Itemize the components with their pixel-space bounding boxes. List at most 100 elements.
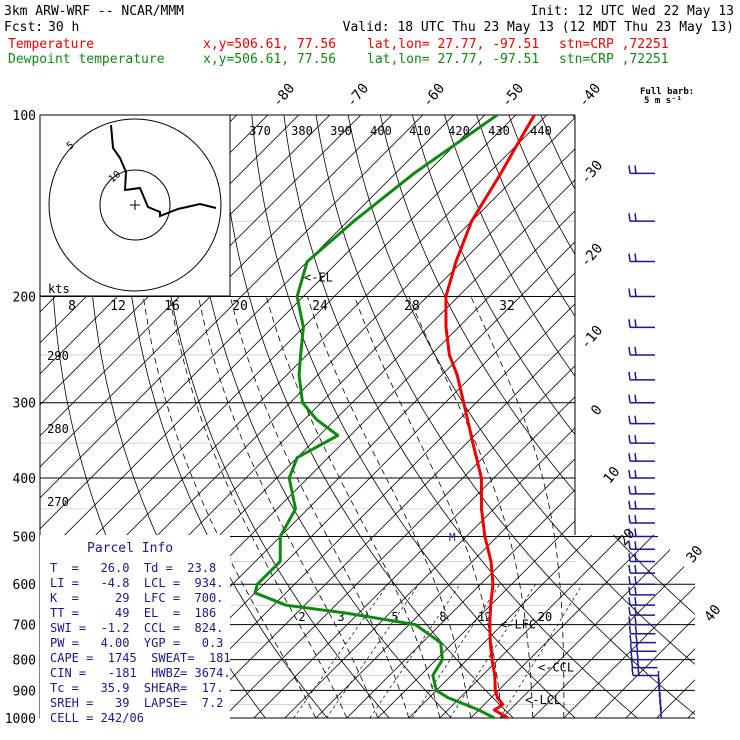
wind-barb-flag [636,659,640,668]
wind-barb-flag [628,288,631,297]
dry-adiabat [508,115,695,718]
wind-barb-flag [628,394,631,403]
wind-barb-flag [634,469,637,479]
dewpoint-latlon: lat,lon= 27.77, -97.51 [367,52,539,67]
wind-barb [628,469,655,479]
pressure-tick-label: 800 [13,654,36,669]
theta-label-low: 290 [47,349,69,363]
isotherm-line [40,115,517,718]
wind-barb-flag [628,165,631,174]
pressure-tick-label: 300 [13,397,36,412]
parcel-info-row: K = 29 LFC = 700. [50,591,223,605]
isotherm-line [625,115,695,718]
wind-barb-flag [628,500,631,509]
wind-barb-flag [634,576,637,585]
model-title: 3km ARW-WRF -- NCAR/MMM [4,4,184,19]
isotherm-line [408,115,695,718]
dewpoint-xy: x,y=506.61, 77.56 [203,52,336,67]
wind-barb-flag [628,469,631,479]
dewpoint-legend: Dewpoint temperature [8,52,165,67]
pressure-tick-label: 1000 [5,712,36,727]
theta-label: 390 [330,124,352,138]
wind-barb [628,394,655,404]
wind-barb-flag [630,651,633,660]
wind-barb [628,434,655,444]
pressure-tick-label: 600 [13,578,36,593]
moist-adiabat [229,296,410,718]
wind-barb [628,564,655,574]
wind-barb [630,651,657,661]
barb-legend-title: Full barb: [640,87,694,97]
moist-adiabat [198,296,379,718]
temperature-xy: x,y=506.61, 77.56 [203,37,336,52]
valid-time: Valid: 18 UTC Thu 23 May 13 (12 MDT Thu … [343,20,734,35]
temperature-profile [444,114,536,720]
wind-barb-flag [634,213,637,222]
dry-adiabat [187,115,452,718]
isotherm-line [563,115,695,718]
parcel-info-panel [40,535,230,721]
wind-barb-flag [634,625,638,634]
mixing-ratio-label: 20 [538,610,552,624]
wind-barb-flag [629,643,633,652]
mixing-ratio-label: 5 [391,610,398,624]
isotherm-line [439,115,695,718]
wind-barb-flag [634,553,637,562]
hodograph-speed-label: 20 [232,299,248,314]
dry-adiabat [734,115,740,718]
isotherm-line [719,115,740,718]
wind-barb-flag [634,500,637,509]
isotherm-label: -20 [578,241,607,271]
wind-barb-flag [634,394,637,403]
wind-barb-flag [634,616,637,625]
dry-adiabat [154,115,390,718]
wind-barb-flag [634,597,637,606]
mixing-ratio-line [326,584,420,718]
wind-barb [628,213,655,222]
pressure-tick-label: 200 [13,291,36,306]
wind-barb-flag [628,616,631,625]
wind-barb-flag [630,659,634,668]
mixing-ratio-line [369,584,461,718]
wind-barb-flag [628,371,631,381]
dry-adiabat [379,115,695,718]
wind-barb-flag [628,606,631,616]
isotherm-label: 10 [600,464,623,487]
wind-barb-flag [634,564,637,574]
isotherm-line [656,115,695,718]
wind-barb [628,346,655,356]
wind-barb-flag [634,541,637,550]
temperature-legend: Temperature [8,37,94,52]
wind-barb [629,634,656,644]
parcel-info-row: Tc = 35.9 SHEAR= 17. [50,681,223,695]
isotherm-label: -40 [576,81,605,111]
forecast-hours: 30 h [48,20,79,35]
wind-barb-flag [628,485,631,495]
parcel-info-row: T = 26.0 Td = 23.8 [50,561,216,575]
pressure-tick-label: 900 [13,684,36,699]
theta-label: 440 [530,124,552,138]
wind-barb-flag [628,319,631,328]
wind-barb [628,253,655,263]
wind-barb [628,553,655,563]
wind-barb [628,616,655,626]
hodograph-speed-label: 12 [110,299,126,314]
wind-barb [628,288,655,298]
temperature-latlon: lat,lon= 27.77, -97.51 [367,37,539,52]
hodograph-speed-label: 8 [68,299,76,314]
wind-barb-flag [628,528,631,537]
level-marker: <-CCL [538,660,574,674]
hodograph-trace [110,124,217,218]
wind-barb-flag [628,253,631,262]
theta-label: 420 [448,124,470,138]
theta-label-low: 280 [47,422,69,436]
parcel-info-row: TT = 49 EL = 186 [50,606,216,620]
mixing-ratio-line [411,584,500,718]
parcel-info-row: PW = 4.00 YGP = 0.3 [50,636,223,650]
hodograph-ring-outer [48,118,222,292]
parcel-info-row: CAPE = 1745 SWEAT= 181 [50,651,231,665]
level-marker: <-LCL [525,693,561,707]
wind-barb [628,576,655,585]
dewpoint-profile [253,113,499,720]
